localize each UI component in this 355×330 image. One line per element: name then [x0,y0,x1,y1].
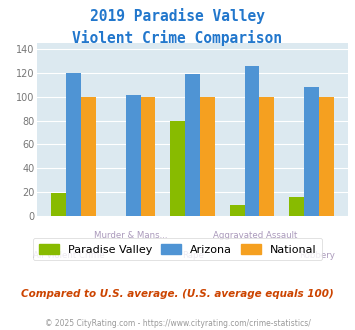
Text: Rape: Rape [182,251,203,260]
Bar [304,87,319,216]
Text: Violent Crime Comparison: Violent Crime Comparison [72,30,283,46]
Bar [126,95,141,216]
Bar [230,205,245,216]
Bar [141,97,155,216]
Legend: Paradise Valley, Arizona, National: Paradise Valley, Arizona, National [33,238,322,260]
Text: © 2025 CityRating.com - https://www.cityrating.com/crime-statistics/: © 2025 CityRating.com - https://www.city… [45,319,310,328]
Text: 2019 Paradise Valley: 2019 Paradise Valley [90,8,265,24]
Bar [185,74,200,216]
Bar [245,66,260,216]
Bar [319,97,334,216]
Bar [289,197,304,216]
Bar [66,73,81,216]
Text: Aggravated Assault: Aggravated Assault [213,231,297,240]
Text: Robbery: Robbery [299,251,335,260]
Text: All Violent Crime: All Violent Crime [33,251,104,260]
Bar [260,97,274,216]
Bar [81,97,96,216]
Bar [200,97,215,216]
Text: Murder & Mans...: Murder & Mans... [94,231,167,240]
Bar [51,193,66,216]
Bar [170,120,185,216]
Text: Compared to U.S. average. (U.S. average equals 100): Compared to U.S. average. (U.S. average … [21,289,334,299]
